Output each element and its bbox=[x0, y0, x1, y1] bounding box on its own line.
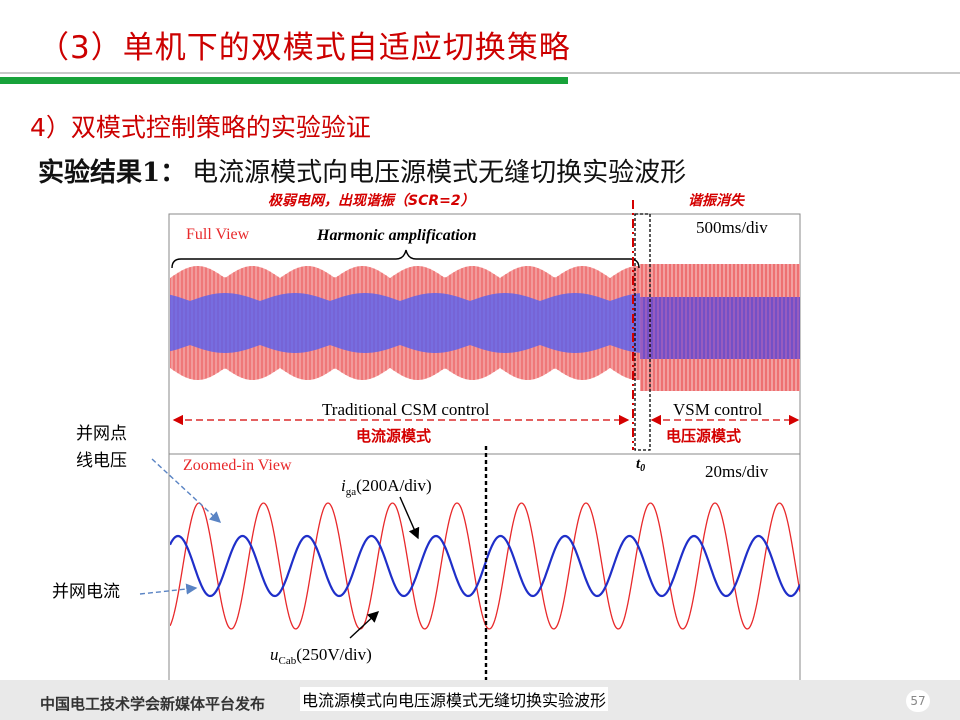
current-callout: 并网电流 bbox=[52, 582, 120, 602]
slide-title: （3）单机下的双模式自适应切换策略 bbox=[38, 30, 571, 66]
figure-caption: 电流源模式向电压源模式无缝切换实验波形 bbox=[300, 687, 609, 711]
current-callout-arrow bbox=[139, 583, 198, 595]
t0-label: t0 bbox=[636, 456, 645, 474]
csm-control-label: Traditional CSM control bbox=[322, 400, 490, 419]
current-scale-arrow bbox=[399, 496, 420, 540]
voltage-scale-label: uCab(250V/div) bbox=[270, 645, 372, 667]
zoomed-view-label: Zoomed-in View bbox=[183, 457, 292, 474]
timebase-top: 500ms/div bbox=[696, 218, 768, 237]
result-label: 实验结果1： bbox=[38, 158, 187, 188]
voltage-callout-line1: 并网点 bbox=[76, 424, 127, 444]
page-number: 57 bbox=[906, 690, 930, 712]
current-envelope-csm bbox=[170, 293, 640, 353]
voltage-callout: 并网点 线电压 bbox=[76, 421, 127, 475]
title-divider bbox=[0, 72, 960, 74]
resonance-gone-annotation: 谐振消失 bbox=[688, 192, 745, 209]
harmonic-label: Harmonic amplification bbox=[316, 227, 477, 244]
voltage-source-mode-label: 电压源模式 bbox=[666, 427, 741, 445]
title-accent-bar bbox=[0, 77, 568, 84]
voltage-scale-arrow bbox=[349, 611, 380, 639]
full-view-label: Full View bbox=[186, 226, 250, 243]
weak-grid-annotation: 极弱电网，出现谐振（SCR=2） bbox=[268, 192, 475, 209]
current-oscillation-lines bbox=[171, 293, 641, 353]
switch-window-box bbox=[634, 213, 651, 451]
result-heading: 实验结果1： 电流源模式向电压源模式无缝切换实验波形 bbox=[38, 152, 686, 189]
current-waveform-zoomed bbox=[170, 534, 800, 598]
footer-organization: 中国电工技术学会新媒体平台发布 bbox=[40, 695, 266, 713]
timebase-bottom: 20ms/div bbox=[705, 462, 769, 481]
current-scale-label: iga(200A/div) bbox=[341, 476, 432, 498]
voltage-callout-line2: 线电压 bbox=[76, 451, 127, 471]
vsm-control-label: VSM control bbox=[673, 400, 763, 419]
current-source-mode-label: 电流源模式 bbox=[356, 427, 431, 445]
result-text: 电流源模式向电压源模式无缝切换实验波形 bbox=[192, 158, 687, 188]
section-subtitle: 4）双模式控制策略的实验验证 bbox=[30, 113, 371, 142]
